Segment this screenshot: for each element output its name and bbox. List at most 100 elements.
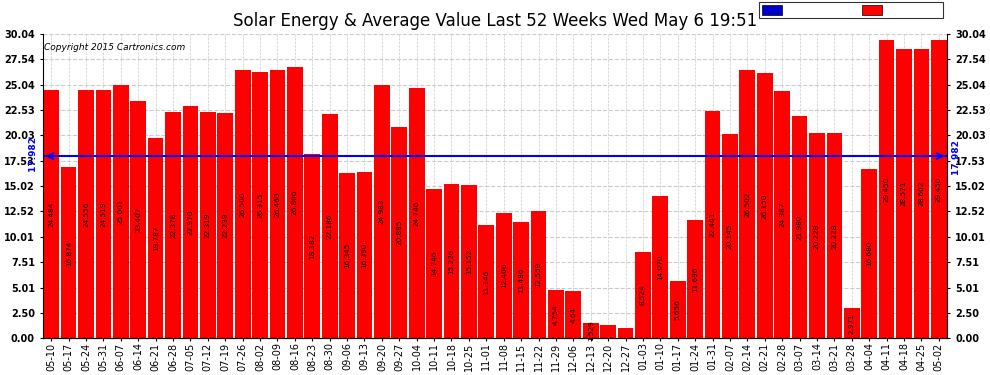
Text: 4.754: 4.754 (552, 304, 559, 325)
Bar (60, 167, 76, 338)
Text: 26.150: 26.150 (761, 193, 767, 219)
Text: 22.970: 22.970 (187, 209, 193, 235)
Bar (722, 134, 738, 338)
Text: 16.874: 16.874 (65, 240, 71, 266)
Text: 11.486: 11.486 (518, 267, 524, 293)
Bar (827, 134, 842, 338)
Text: 15.226: 15.226 (448, 249, 454, 274)
Text: 29.450: 29.450 (883, 176, 890, 202)
Text: 20.885: 20.885 (396, 220, 402, 245)
Text: 12.406: 12.406 (501, 263, 507, 288)
Text: 17.982: 17.982 (29, 137, 38, 175)
Bar (843, 308, 859, 338)
Text: 12.559: 12.559 (536, 262, 542, 287)
Text: 22.378: 22.378 (170, 212, 176, 238)
Bar (131, 101, 147, 338)
Bar (931, 40, 946, 338)
Bar (96, 90, 111, 338)
Bar (200, 112, 216, 338)
Bar (113, 85, 129, 338)
Bar (618, 328, 634, 338)
Text: 24.746: 24.746 (414, 200, 420, 226)
Bar (252, 72, 268, 338)
Text: 19.787: 19.787 (152, 225, 158, 251)
Text: 25.001: 25.001 (118, 199, 124, 224)
Bar (652, 196, 668, 338)
Legend: Average  ($), Daily  ($): Average ($), Daily ($) (759, 2, 942, 18)
Text: 26.502: 26.502 (744, 191, 750, 217)
Bar (496, 213, 512, 338)
Bar (409, 88, 425, 338)
Text: 14.746: 14.746 (431, 251, 438, 276)
Bar (914, 48, 930, 338)
Bar (705, 111, 721, 338)
Bar (879, 40, 894, 338)
Text: 26.315: 26.315 (257, 192, 263, 217)
Text: 24.519: 24.519 (100, 201, 107, 227)
Text: 15.152: 15.152 (466, 249, 472, 274)
Bar (740, 70, 755, 338)
Text: 26.500: 26.500 (240, 191, 246, 217)
Bar (757, 74, 772, 338)
Text: 22.186: 22.186 (327, 213, 333, 238)
Bar (287, 67, 303, 338)
Text: 14.070: 14.070 (657, 254, 663, 280)
Bar (478, 225, 494, 338)
Bar (356, 172, 372, 338)
Text: 5.656: 5.656 (675, 299, 681, 320)
Text: 26.806: 26.806 (292, 190, 298, 215)
Text: 16.345: 16.345 (345, 243, 350, 268)
Bar (809, 134, 825, 338)
Bar (391, 127, 407, 338)
Bar (444, 184, 459, 338)
Text: 11.146: 11.146 (483, 269, 489, 294)
Bar (305, 154, 320, 338)
Text: 18.182: 18.182 (309, 234, 315, 259)
Text: Copyright 2015 Cartronics.com: Copyright 2015 Cartronics.com (45, 43, 185, 52)
Bar (565, 291, 581, 338)
Text: 20.228: 20.228 (832, 223, 838, 249)
Bar (44, 90, 59, 338)
Text: 28.571: 28.571 (901, 181, 907, 206)
Text: 26.460: 26.460 (274, 192, 280, 217)
Bar (148, 138, 163, 338)
Bar (861, 169, 877, 338)
Text: 22.461: 22.461 (710, 212, 716, 237)
Text: 22.319: 22.319 (205, 213, 211, 238)
Text: 2.971: 2.971 (848, 313, 854, 334)
Bar (687, 220, 703, 338)
Bar (792, 116, 808, 338)
Text: 21.980: 21.980 (797, 214, 803, 240)
Text: 28.602: 28.602 (919, 181, 925, 206)
Bar (165, 112, 181, 338)
Bar (461, 185, 477, 338)
Text: 16.680: 16.680 (866, 241, 872, 267)
Bar (583, 323, 599, 338)
Bar (635, 252, 650, 338)
Text: 24.556: 24.556 (83, 201, 89, 226)
Text: 4.64: 4.64 (570, 307, 576, 323)
Bar (427, 189, 442, 338)
Text: 11.696: 11.696 (692, 266, 698, 292)
Bar (531, 211, 546, 338)
Bar (513, 222, 529, 338)
Text: 24.387: 24.387 (779, 202, 785, 228)
Bar (340, 173, 355, 338)
Text: 24.484: 24.484 (49, 202, 54, 227)
Bar (548, 290, 563, 338)
Text: 22.239: 22.239 (223, 213, 229, 238)
Text: 20.145: 20.145 (727, 224, 733, 249)
Bar (374, 85, 390, 338)
Text: 16.390: 16.390 (361, 243, 367, 268)
Bar (235, 70, 250, 338)
Bar (774, 91, 790, 338)
Bar (322, 114, 338, 338)
Bar (218, 113, 233, 338)
Text: 20.228: 20.228 (814, 223, 820, 249)
Bar (896, 49, 912, 338)
Title: Solar Energy & Average Value Last 52 Weeks Wed May 6 19:51: Solar Energy & Average Value Last 52 Wee… (233, 12, 757, 30)
Bar (269, 70, 285, 338)
Text: 8.524: 8.524 (640, 285, 645, 306)
Bar (600, 325, 616, 338)
Text: 24.983: 24.983 (379, 199, 385, 224)
